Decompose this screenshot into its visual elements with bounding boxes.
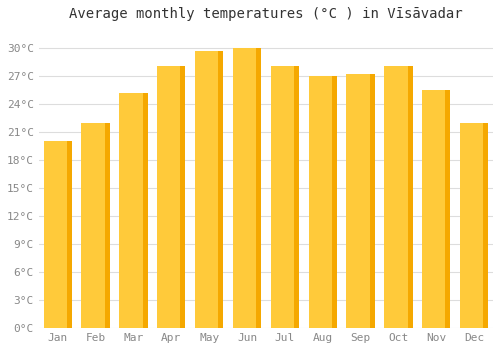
- Bar: [483, 122, 488, 328]
- Bar: [104, 122, 110, 328]
- Bar: [460, 122, 488, 328]
- Bar: [195, 51, 224, 328]
- Bar: [157, 66, 186, 328]
- Bar: [408, 66, 412, 328]
- Bar: [332, 76, 337, 328]
- Bar: [446, 90, 450, 328]
- Bar: [82, 122, 110, 328]
- Bar: [218, 51, 224, 328]
- Bar: [67, 141, 72, 328]
- Bar: [422, 90, 450, 328]
- Bar: [384, 66, 412, 328]
- Bar: [142, 93, 148, 328]
- Bar: [270, 66, 299, 328]
- Title: Average monthly temperatures (°C ) in Vīsāvadar: Average monthly temperatures (°C ) in Vī…: [69, 7, 462, 21]
- Bar: [119, 93, 148, 328]
- Bar: [233, 48, 261, 328]
- Bar: [294, 66, 299, 328]
- Bar: [308, 76, 337, 328]
- Bar: [180, 66, 186, 328]
- Bar: [44, 141, 72, 328]
- Bar: [346, 74, 375, 328]
- Bar: [370, 74, 375, 328]
- Bar: [256, 48, 261, 328]
